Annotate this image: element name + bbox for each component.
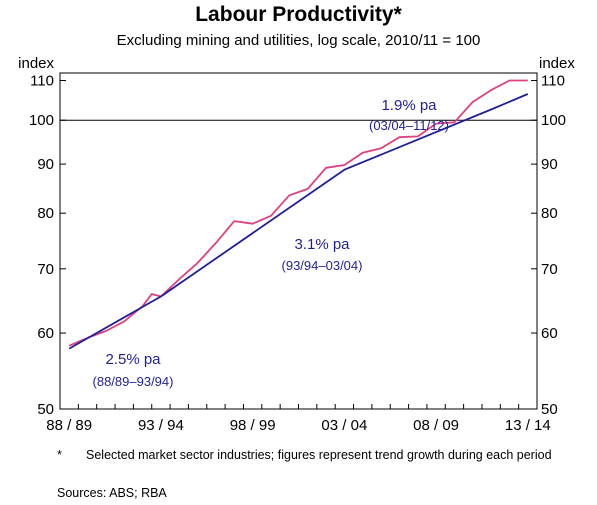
growth-rate-label: 3.1% pa [294, 236, 350, 253]
x-tick-label: 98 / 99 [230, 417, 276, 434]
x-tick-label: 03 / 04 [321, 417, 367, 434]
x-tick-label: 93 / 94 [138, 417, 184, 434]
growth-period-label: (03/04–11/12) [369, 118, 449, 133]
chart-title: Labour Productivity* [195, 3, 402, 26]
growth-rate-label: 1.9% pa [381, 97, 437, 114]
y-tick-label-right: 70 [541, 261, 558, 278]
growth-rate-label: 2.5% pa [105, 351, 161, 368]
growth-period-label: (93/94–03/04) [282, 258, 363, 273]
y-tick-label-left: 100 [29, 112, 54, 129]
productivity-series-line [68, 79, 528, 347]
y-tick-label-right: 90 [541, 156, 558, 173]
y-tick-label-right: 50 [541, 401, 558, 418]
footnote-text: Selected market sector industries; figur… [86, 448, 552, 462]
y-tick-label-left: 80 [37, 205, 54, 222]
footnote-mark: * [57, 448, 62, 462]
y-tick-label-left: 70 [37, 261, 54, 278]
y-axis-unit-left: index [18, 55, 54, 72]
x-tick-label: 13 / 14 [505, 417, 551, 434]
y-tick-label-left: 60 [37, 325, 54, 342]
y-tick-label-right: 110 [541, 73, 565, 90]
trend-series-line [68, 93, 529, 350]
sources-note: Sources: ABS; RBA [57, 486, 167, 500]
x-tick-label: 88 / 89 [46, 417, 92, 434]
y-tick-label-left: 90 [37, 156, 54, 173]
y-tick-label-left: 110 [30, 73, 54, 90]
y-tick-label-left: 50 [37, 401, 54, 418]
y-tick-label-right: 60 [541, 325, 558, 342]
y-tick-label-right: 100 [541, 112, 566, 129]
growth-period-label: (88/89–93/94) [93, 374, 174, 389]
x-tick-label: 08 / 09 [413, 417, 459, 434]
chart-subtitle: Excluding mining and utilities, log scal… [116, 32, 481, 49]
y-tick-label-right: 80 [541, 205, 558, 222]
y-axis-unit-right: index [539, 55, 575, 72]
